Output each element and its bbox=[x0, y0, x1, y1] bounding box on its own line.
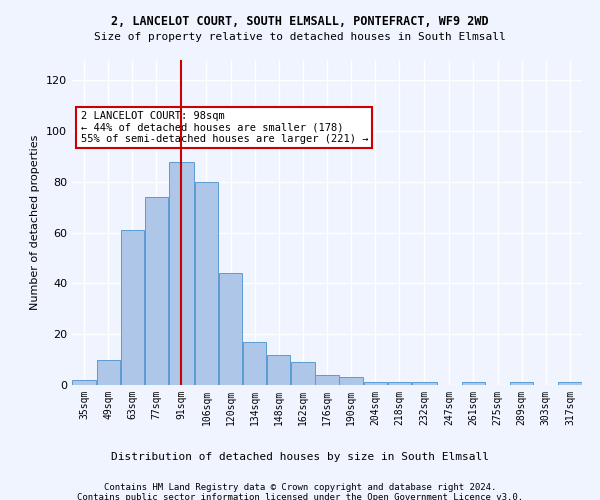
Bar bbox=[316, 375, 338, 385]
Y-axis label: Number of detached properties: Number of detached properties bbox=[31, 135, 40, 310]
Text: Contains HM Land Registry data © Crown copyright and database right 2024.: Contains HM Land Registry data © Crown c… bbox=[104, 482, 496, 492]
Bar bbox=[388, 382, 411, 385]
Bar bbox=[412, 382, 437, 385]
Bar bbox=[97, 360, 120, 385]
Bar bbox=[219, 274, 242, 385]
Bar bbox=[121, 230, 144, 385]
Bar bbox=[243, 342, 266, 385]
Bar bbox=[364, 382, 387, 385]
Bar bbox=[195, 182, 218, 385]
Bar bbox=[510, 382, 533, 385]
Bar bbox=[462, 382, 485, 385]
Bar bbox=[340, 378, 363, 385]
Text: Size of property relative to detached houses in South Elmsall: Size of property relative to detached ho… bbox=[94, 32, 506, 42]
Bar bbox=[291, 362, 314, 385]
Text: Contains public sector information licensed under the Open Government Licence v3: Contains public sector information licen… bbox=[77, 492, 523, 500]
Text: 2, LANCELOT COURT, SOUTH ELMSALL, PONTEFRACT, WF9 2WD: 2, LANCELOT COURT, SOUTH ELMSALL, PONTEF… bbox=[111, 15, 489, 28]
Bar bbox=[559, 382, 581, 385]
Bar bbox=[169, 162, 194, 385]
Text: 2 LANCELOT COURT: 98sqm
← 44% of detached houses are smaller (178)
55% of semi-d: 2 LANCELOT COURT: 98sqm ← 44% of detache… bbox=[80, 111, 368, 144]
Bar bbox=[145, 197, 168, 385]
Text: Distribution of detached houses by size in South Elmsall: Distribution of detached houses by size … bbox=[111, 452, 489, 462]
Bar bbox=[267, 354, 290, 385]
Bar bbox=[73, 380, 95, 385]
